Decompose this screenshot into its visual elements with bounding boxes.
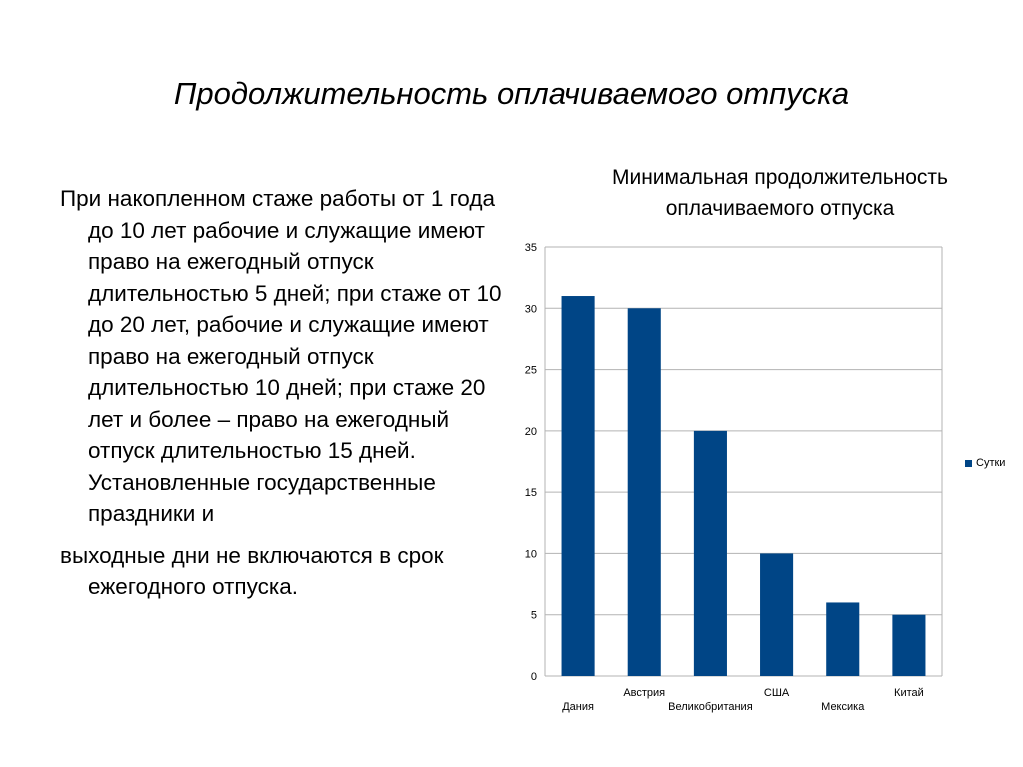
- bar: [693, 430, 727, 676]
- body-paragraph-2: выходные дни не включаются в срок ежегод…: [60, 542, 444, 600]
- bar: [892, 614, 926, 676]
- bar: [627, 308, 661, 676]
- bar: [760, 553, 794, 676]
- body-text: При накопленном стаже работы от 1 года д…: [60, 183, 505, 603]
- x-tick-label: Австрия: [623, 687, 665, 699]
- bar: [561, 296, 595, 676]
- body-paragraph-1: При накопленном стаже работы от 1 года д…: [60, 186, 502, 526]
- x-tick-label: Китай: [894, 687, 924, 699]
- y-tick-label: 30: [525, 303, 537, 315]
- bar: [826, 602, 860, 676]
- y-tick-label: 5: [531, 610, 537, 622]
- y-tick-label: 10: [525, 548, 537, 560]
- x-tick-label: Мексика: [821, 701, 865, 713]
- y-tick-label: 25: [525, 365, 537, 377]
- chart-title: Минимальная продолжительность оплачиваем…: [611, 166, 948, 220]
- y-tick-label: 20: [525, 426, 537, 438]
- bar-chart: 0 5 10 15 20 25 30 35 Дания АвстрияВеликобритания…: [525, 242, 943, 713]
- legend-label: Сутки: [976, 457, 1006, 469]
- legend-swatch: [965, 459, 972, 467]
- x-tick-label: Дания: [562, 701, 594, 713]
- x-tick-label: США: [764, 687, 790, 699]
- y-tick-label: 15: [525, 487, 537, 499]
- x-tick-label: Великобритания: [668, 701, 753, 713]
- y-tick-label: 0: [531, 671, 537, 683]
- y-tick-label: 35: [525, 242, 537, 254]
- slide-title: Продолжительность оплачиваемого отпуска: [173, 76, 850, 111]
- chart-legend: Сутки: [965, 457, 1005, 469]
